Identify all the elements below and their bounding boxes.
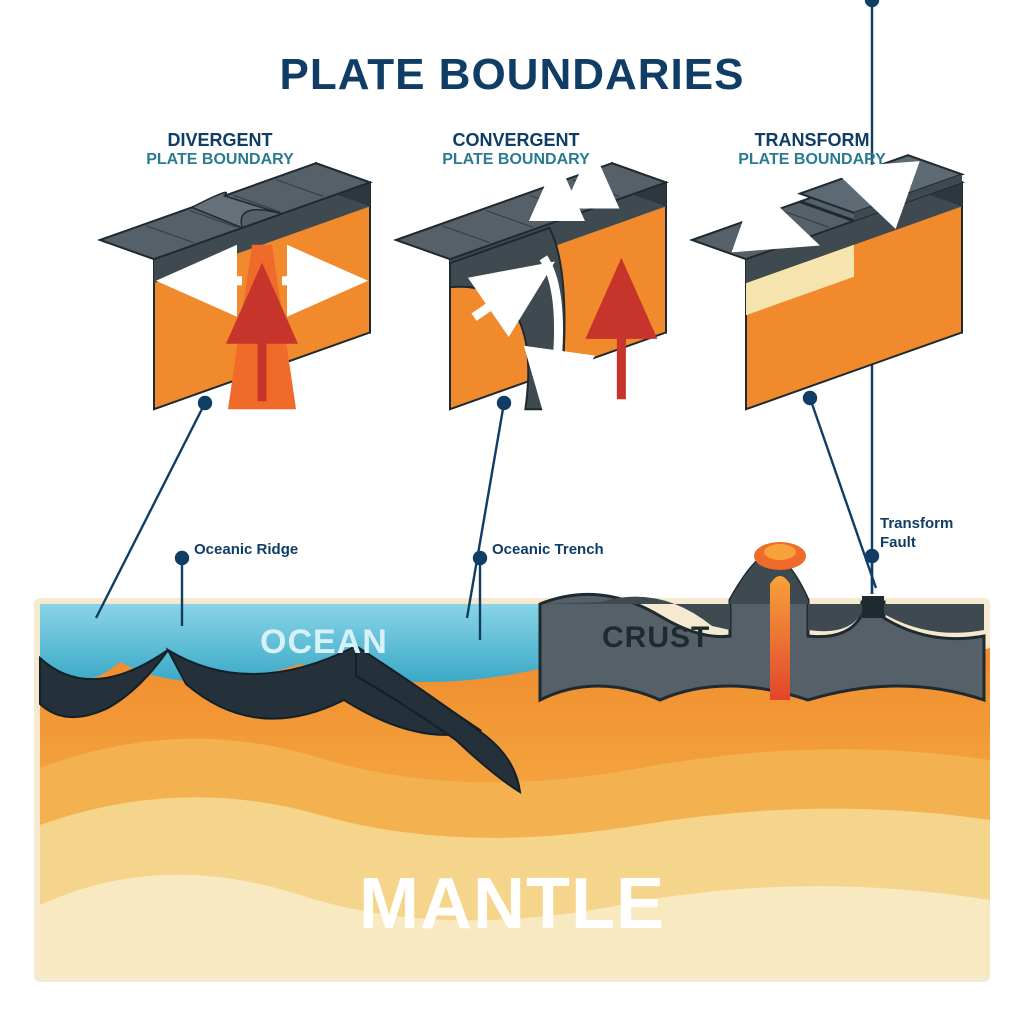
subhead-transform: TRANSFORMPLATE BOUNDARY [692,130,932,169]
subhead-divergent: DIVERGENTPLATE BOUNDARY [100,130,340,169]
block-convergent [396,163,666,409]
isometric-blocks [100,155,962,409]
callout-transform-fault: Transform [880,515,953,532]
diagram-root: { "title": { "text": "PLATE BOUNDARIES",… [0,0,1024,1024]
page-title: PLATE BOUNDARIES [0,50,1024,100]
block-divergent [100,163,370,409]
label-ocean: OCEAN [260,623,388,662]
label-crust: CRUST [602,621,710,655]
callout-oceanic-ridge: Oceanic Ridge [194,541,298,558]
subhead-convergent: CONVERGENTPLATE BOUNDARY [396,130,636,169]
callout-oceanic-trench: Oceanic Trench [492,541,604,558]
callout-transform-fault2: Fault [880,534,916,551]
fault-notch [862,596,884,618]
block-transform [692,155,962,409]
label-mantle: MANTLE [0,863,1024,945]
